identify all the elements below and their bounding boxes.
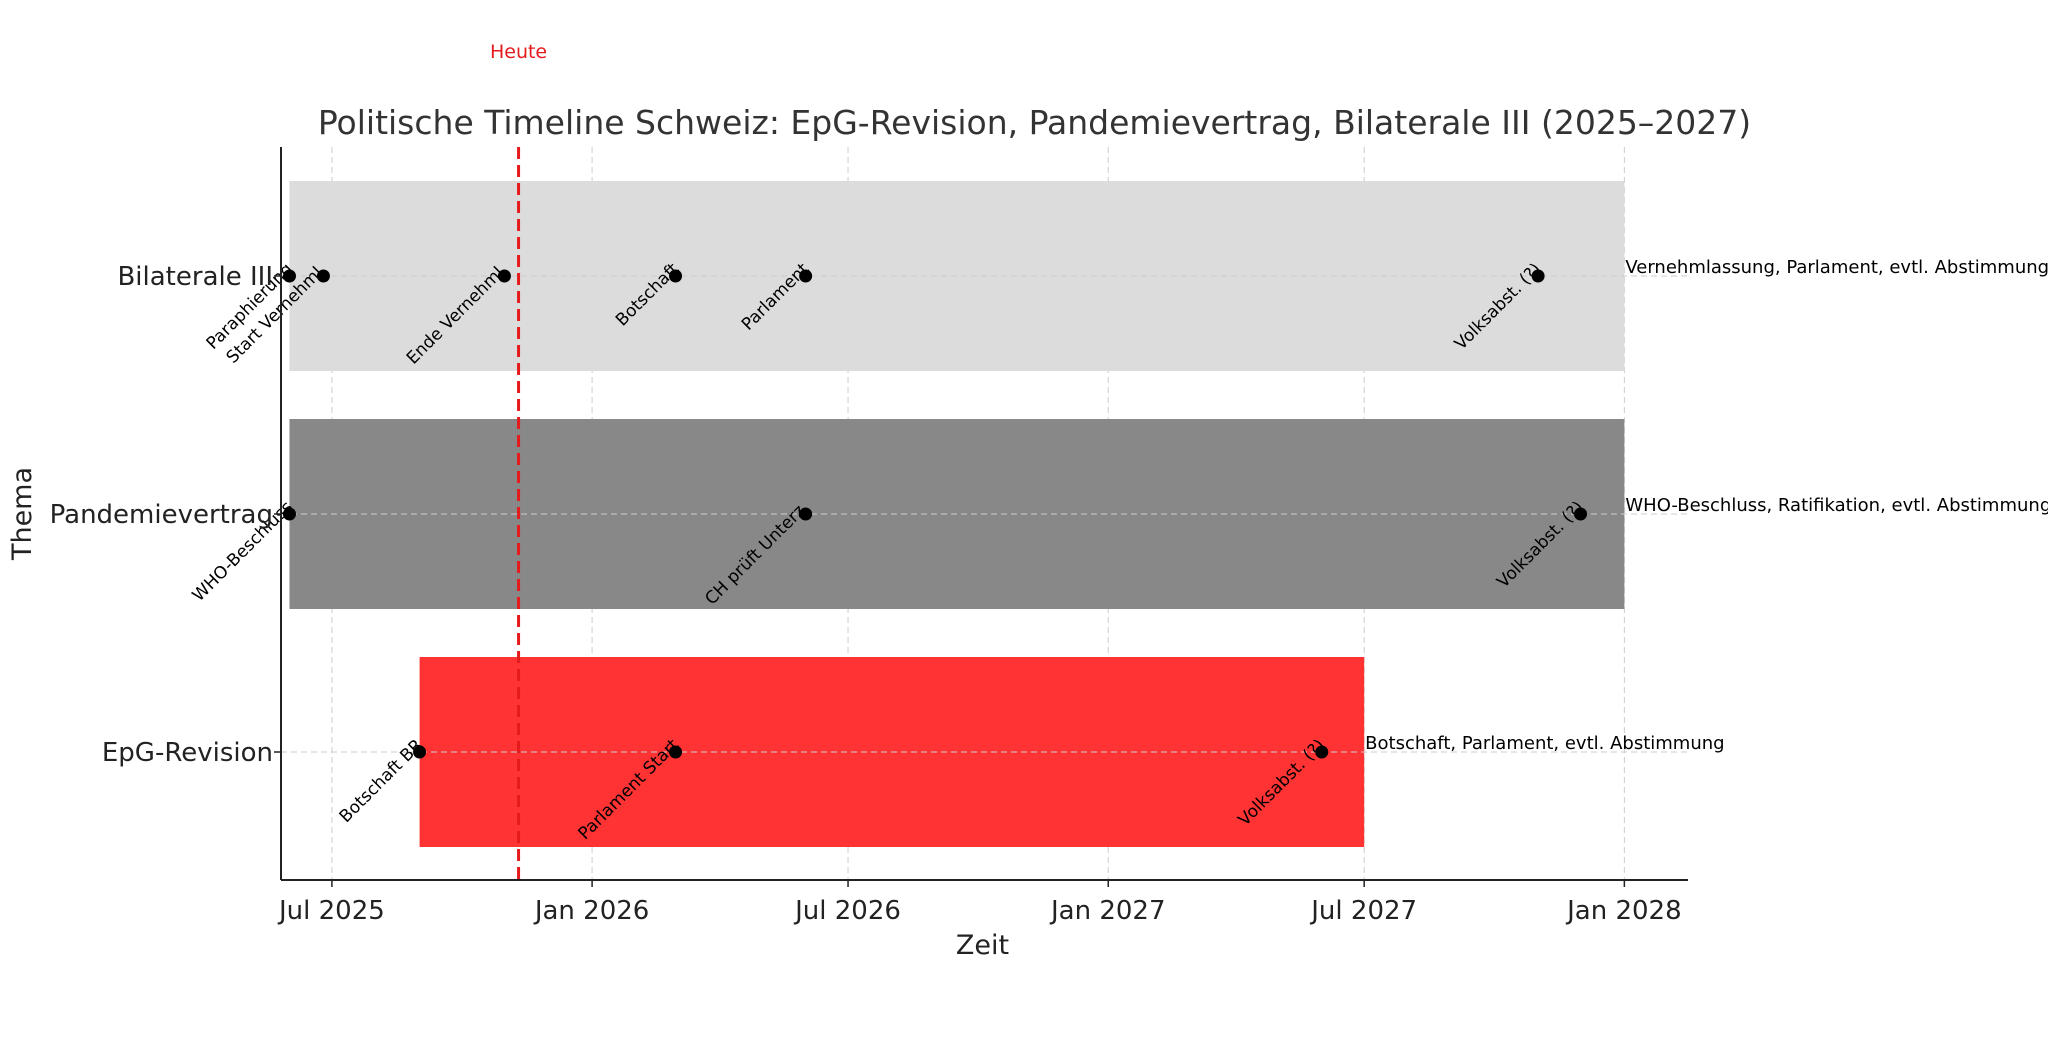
row-note: Botschaft, Parlament, evtl. Abstimmung [1365, 733, 1724, 754]
row-note: Vernehmlassung, Parlament, evtl. Abstimm… [1625, 257, 2048, 278]
x-tick-label: Jan 2027 [1049, 896, 1166, 926]
event-marker [282, 269, 296, 283]
notes-layer: Vernehmlassung, Parlament, evtl. Abstimm… [1365, 257, 2048, 754]
row-note: WHO-Beschluss, Ratifikation, evtl. Absti… [1625, 495, 2048, 516]
y-tick-label: EpG-Revision [102, 738, 273, 768]
event-label: Botschaft BR [336, 735, 428, 827]
x-tick-label: Jul 2025 [277, 896, 385, 926]
event-marker [282, 507, 296, 521]
event-marker [1574, 507, 1588, 521]
row-grid-layer [281, 275, 1688, 753]
event-marker [1315, 745, 1329, 759]
event-marker [316, 269, 330, 283]
x-tick-label: Jul 2027 [1309, 896, 1417, 926]
y-tick-label: Bilaterale III [117, 262, 273, 292]
event-marker [413, 745, 427, 759]
event-marker [669, 745, 683, 759]
today-label: Heute [490, 41, 547, 63]
event-marker [669, 269, 683, 283]
x-axis-ticks: Jul 2025 Jan 2026 Jul 2026 Jan 2027 Jul 2027… [277, 880, 1682, 926]
event-marker [1531, 269, 1545, 283]
x-axis-title: Zeit [956, 930, 1009, 961]
x-tick-label: Jan 2028 [1565, 896, 1682, 926]
x-tick-label: Jan 2026 [533, 896, 650, 926]
y-axis-ticks: Bilaterale III Pandemievertrag EpG-Revisio… [50, 262, 281, 768]
event-marker [497, 269, 511, 283]
y-axis-title: Thema [7, 467, 38, 561]
x-tick-label: Jul 2026 [793, 896, 901, 926]
event-marker [799, 269, 813, 283]
y-tick-label: Pandemievertrag [50, 500, 273, 530]
event-marker [799, 507, 813, 521]
chart-title: Politische Timeline Schweiz: EpG-Revisio… [318, 103, 1751, 142]
